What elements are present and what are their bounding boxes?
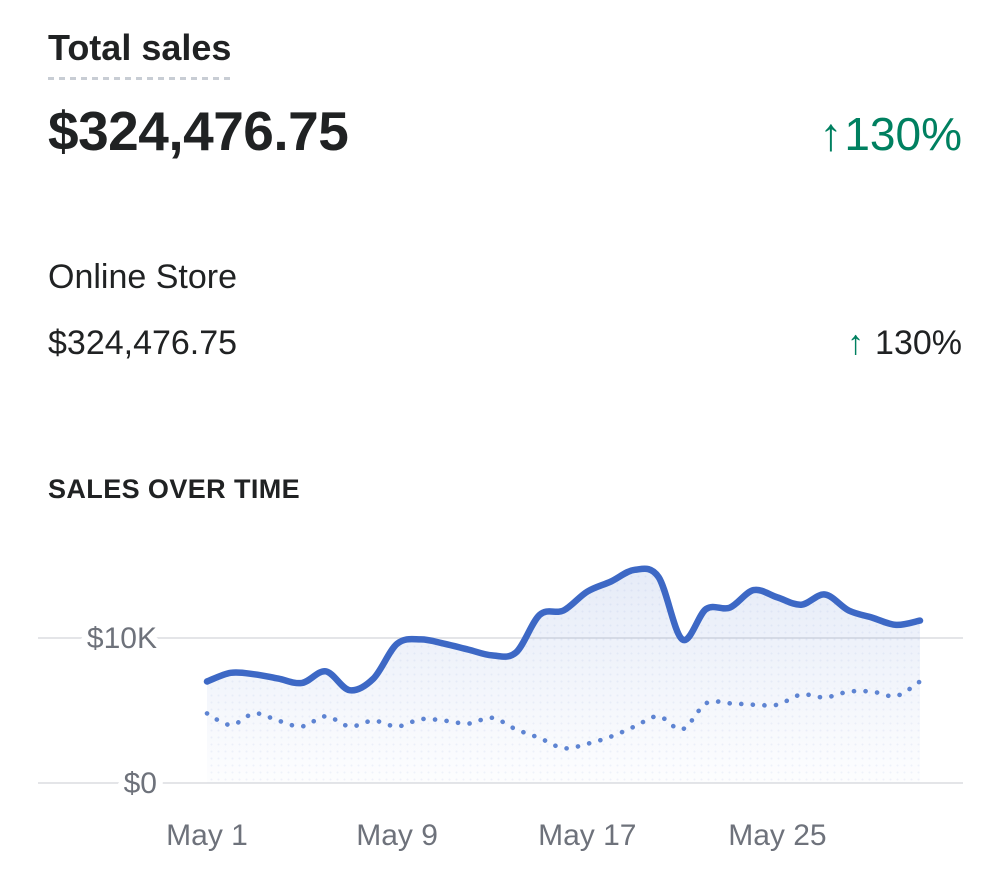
metric-delta-badge: ↑ 130% [819, 107, 962, 161]
metric-value: $324,476.75 [48, 100, 349, 162]
metric-row: $324,476.75 ↑ 130% [48, 100, 962, 163]
channel-delta-value: 130% [875, 324, 962, 362]
channel-delta-badge: ↑ 130% [847, 324, 962, 363]
x-axis-tick-label: May 25 [728, 819, 826, 852]
chart-section-heading: SALES OVER TIME [48, 474, 301, 504]
y-axis-tick-label: $0 [124, 767, 157, 800]
previous-period-line [204, 679, 923, 751]
sales-over-time-chart[interactable]: $0 $10K May 1 May 9 May 17 May 25 [0, 540, 1005, 891]
channel-name: Online Store [48, 258, 237, 296]
up-arrow-icon: ↑ [819, 108, 843, 160]
y-axis-tick-label: $10K [87, 622, 157, 655]
x-axis-tick-label: May 9 [356, 819, 438, 852]
x-axis-tick-label: May 1 [166, 819, 248, 852]
channel-value-row: $324,476.75 ↑ 130% [48, 324, 962, 363]
metric-title[interactable]: Total sales [48, 26, 231, 80]
x-axis-tick-label: May 17 [538, 819, 636, 852]
current-period-line [203, 565, 924, 694]
sales-area-fill-texture [207, 568, 920, 783]
up-arrow-icon: ↑ [847, 324, 865, 362]
channel-value: $324,476.75 [48, 324, 238, 362]
metric-delta-value: 130% [844, 108, 962, 160]
